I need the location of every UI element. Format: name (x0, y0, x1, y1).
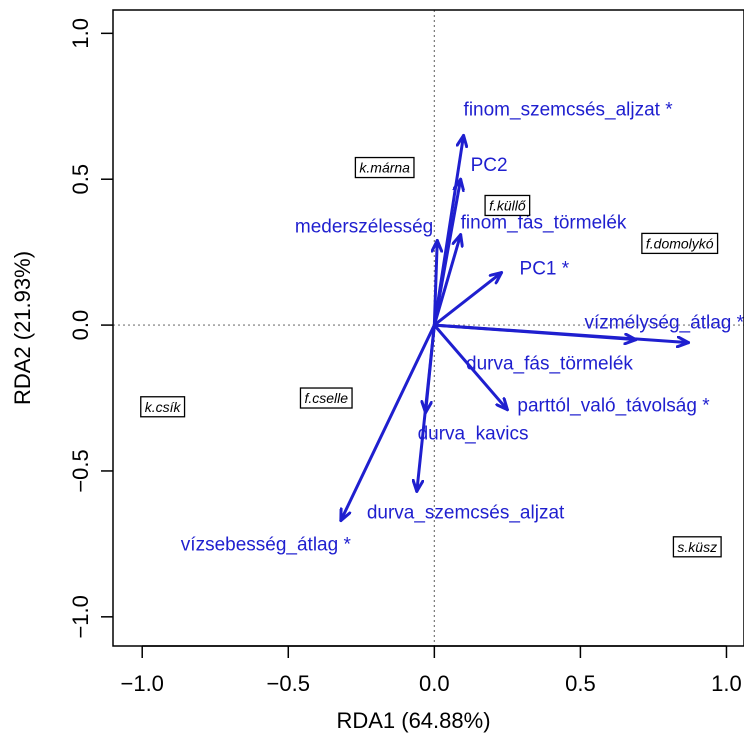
species-marker: f.domolykó (641, 232, 719, 255)
species-label: s.küsz (677, 539, 717, 555)
reference-lines (113, 10, 744, 646)
species-box (354, 156, 415, 179)
arrow-vector (339, 323, 436, 523)
arrow-label: finom_fás_törmelék (461, 213, 627, 234)
y-tick-label: 0.0 (68, 310, 93, 341)
species-label: f.cselle (304, 390, 348, 406)
x-axis: −1.0 −0.5 0.0 0.5 1.0 (120, 645, 742, 696)
arrow-label: PC1 * (520, 259, 570, 280)
x-tick-label: 1.0 (711, 671, 742, 696)
arrow-label: durva_fás_törmelék (466, 354, 633, 375)
arrow-layer: finom_szemcsés_aljzat * PC2 finom_fás_törm… (181, 99, 744, 555)
arrow-label: parttól_való_távolság * (517, 396, 710, 417)
arrow-label: vízmélység_átlag * (585, 313, 744, 334)
arrow-vector (432, 177, 460, 327)
y-axis: −1.0 −0.5 0.0 0.5 1.0 (68, 18, 113, 639)
arrow-vector (432, 323, 638, 340)
arrow-label: PC2 (471, 155, 508, 176)
species-box (299, 387, 353, 409)
species-label: f.domolykó (646, 235, 714, 251)
arrow-label: mederszélesség (295, 216, 433, 237)
arrow-label: finom_szemcsés_aljzat * (464, 99, 674, 120)
x-axis-label: RDA1 (64.88%) (336, 708, 490, 733)
x-tick-label: 0.0 (419, 671, 450, 696)
species-label: f.küllő (489, 197, 526, 213)
arrow-label: durva_kavics (418, 424, 529, 445)
y-tick-label: 1.0 (68, 18, 93, 49)
y-axis-label: RDA2 (21.93%) (10, 251, 35, 405)
species-marker: s.küsz (672, 536, 722, 558)
arrow-vector (432, 233, 460, 327)
arrow-vector (432, 271, 504, 327)
arrow-vector (432, 323, 509, 412)
species-box (641, 232, 719, 255)
species-marker: k.márna (354, 156, 415, 179)
species-marker: f.küllő (484, 194, 531, 217)
arrow-label: vízsebesség_átlag * (181, 535, 352, 556)
species-box (140, 396, 186, 418)
species-marker: k.csík (140, 396, 186, 418)
arrow-label: durva_szemcsés_aljzat (367, 502, 565, 523)
species-box (672, 536, 722, 558)
x-tick-label: −1.0 (120, 671, 163, 696)
species-label: k.márna (359, 160, 410, 176)
species-label: k.csík (145, 399, 182, 415)
arrow-vector (417, 323, 436, 493)
y-tick-label: −1.0 (68, 595, 93, 638)
arrow-vector (434, 238, 437, 327)
y-tick-label: −0.5 (68, 449, 93, 492)
species-marker: f.cselle (299, 387, 353, 409)
x-tick-label: 0.5 (565, 671, 596, 696)
x-tick-label: −0.5 (267, 671, 310, 696)
species-box (484, 194, 531, 217)
y-tick-label: 0.5 (68, 164, 93, 195)
species-layer: k.márna f.küllő f.domolykó f.cselle k.csík s.… (140, 156, 722, 558)
